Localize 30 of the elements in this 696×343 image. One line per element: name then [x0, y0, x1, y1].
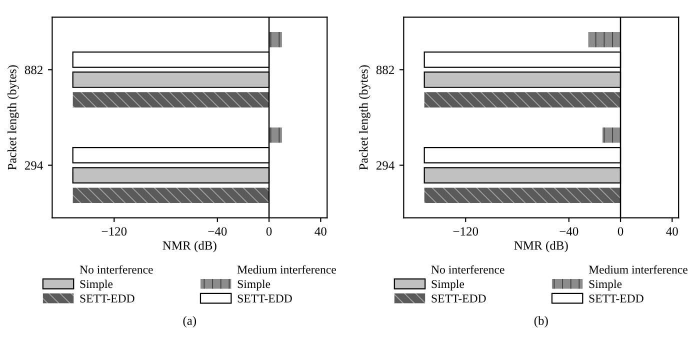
- y-tick-label: 882: [24, 66, 42, 74]
- y-axis-title: Packet length (bytes): [358, 65, 370, 170]
- x-axis-title: NMR (dB): [162, 240, 216, 252]
- x-tick-label: 40: [314, 227, 326, 236]
- text: Medium interference: [588, 265, 688, 274]
- legend-label: SETT-EDD: [80, 294, 134, 303]
- legend-label: SETT-EDD: [589, 294, 644, 303]
- y-tick-label: 882: [376, 66, 394, 74]
- legend-label: SETT-EDD: [238, 294, 292, 303]
- text: No interference: [431, 265, 504, 274]
- x-tick-label: 0: [266, 227, 272, 236]
- legend-label: SETT-EDD: [432, 294, 486, 303]
- x-tick-label: 0: [618, 227, 624, 236]
- legend-label: Simple: [432, 280, 464, 290]
- x-tick-label: −120: [102, 227, 127, 236]
- x-tick-label: −120: [453, 227, 478, 236]
- legend-label: Simple: [589, 280, 622, 290]
- x-tick-label: −40: [560, 227, 578, 236]
- text: No interference: [80, 265, 153, 274]
- x-tick-label: 40: [666, 227, 678, 236]
- legend-label: Simple: [80, 280, 113, 290]
- text: (b): [534, 316, 548, 328]
- x-axis-title: NMR (dB): [514, 240, 568, 252]
- y-tick-label: 294: [376, 161, 394, 170]
- y-tick-label: 294: [24, 161, 43, 170]
- text: (a): [183, 316, 196, 328]
- x-tick-label: −40: [208, 227, 227, 236]
- y-axis-title: Packet length (bytes): [7, 65, 19, 170]
- legend-label: Simple: [238, 280, 270, 290]
- text: Medium interference: [237, 265, 336, 274]
